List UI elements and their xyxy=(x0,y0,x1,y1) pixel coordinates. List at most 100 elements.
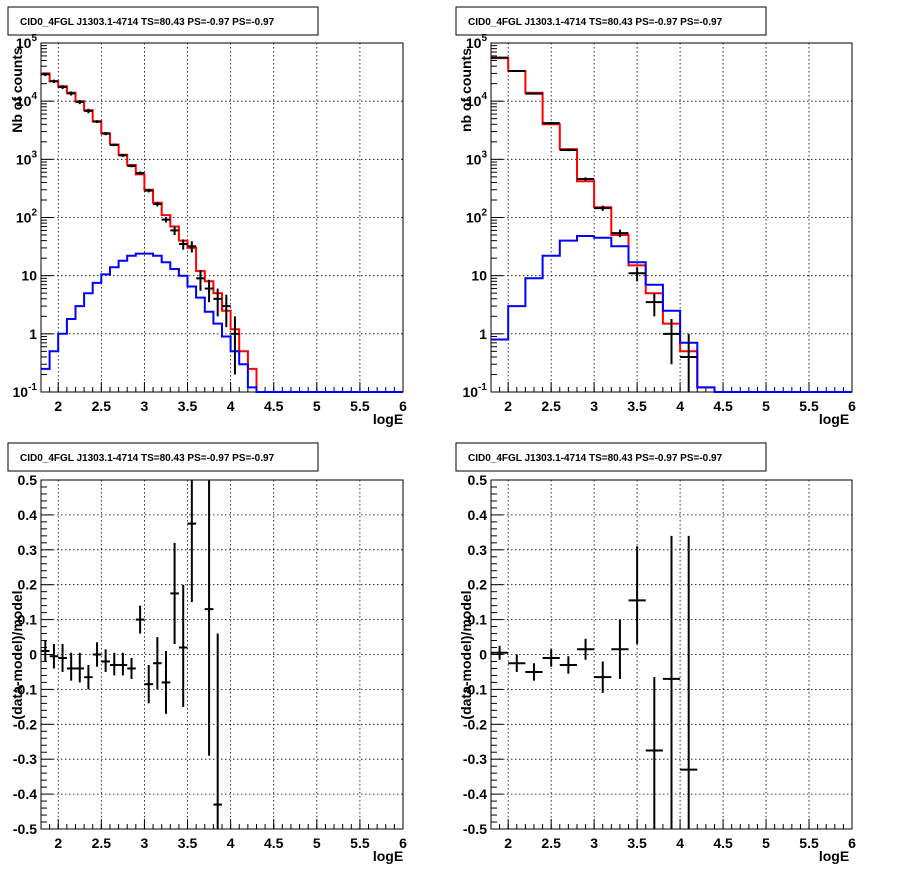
residual-point xyxy=(525,663,543,681)
x-tick-label: 3 xyxy=(590,835,598,851)
residual-point xyxy=(187,480,197,603)
y-tick-label: 102 xyxy=(466,208,488,226)
chart-title-box xyxy=(455,6,767,36)
x-tick-label: 5.5 xyxy=(350,398,370,414)
y-tick-label: -0.1 xyxy=(463,681,487,697)
data-point xyxy=(127,164,136,168)
data-point xyxy=(135,171,145,175)
data-point xyxy=(230,316,240,375)
x-tick-label: 5 xyxy=(313,835,321,851)
x-tick-label: 2 xyxy=(54,835,62,851)
y-tick-label: 103 xyxy=(16,149,38,167)
y-tick-label: 103 xyxy=(466,149,488,167)
chart-title-box xyxy=(455,442,767,472)
x-axis-label: logE xyxy=(373,848,403,864)
x-tick-label: 3.5 xyxy=(627,398,647,414)
residual-point xyxy=(144,664,154,704)
data-point xyxy=(628,267,646,282)
x-tick-label: 5.5 xyxy=(350,835,370,851)
x-tick-label: 4 xyxy=(676,835,684,851)
y-tick-label: -0.4 xyxy=(13,786,37,802)
residual-point xyxy=(170,542,179,645)
y-tick-label: 0.4 xyxy=(468,507,488,523)
residual-point xyxy=(66,652,76,681)
residual-point xyxy=(491,645,509,660)
data-point xyxy=(101,132,110,136)
y-tick-label: -0.3 xyxy=(13,751,37,767)
y-tick-exponent: 5 xyxy=(31,33,37,44)
residual-point xyxy=(135,605,145,634)
data-point xyxy=(196,270,205,291)
y-tick-label: 0.1 xyxy=(468,612,488,628)
chart-panel-2: CID0_4FGL J1303.1-4714 TS=80.43 PS=-0.97… xyxy=(455,6,856,427)
residual-point xyxy=(49,644,59,669)
y-tick-label: 1 xyxy=(29,326,37,342)
y-tick-label: 10 xyxy=(21,268,37,284)
data-point xyxy=(75,99,85,105)
y-axis-label: (data-model)/model xyxy=(458,590,474,719)
x-tick-label: 4.5 xyxy=(264,398,284,414)
x-tick-label: 6 xyxy=(848,835,856,851)
chart-title: CID0_4FGL J1303.1-4714 TS=80.43 PS=-0.97… xyxy=(468,453,723,464)
data-point xyxy=(84,108,93,114)
chart-title: CID0_4FGL J1303.1-4714 TS=80.43 PS=-0.97… xyxy=(20,17,275,28)
y-tick-exponent: 2 xyxy=(31,208,37,219)
residual-point xyxy=(594,661,612,693)
data-point xyxy=(594,205,612,211)
y-tick-exponent: 4 xyxy=(31,91,37,102)
residual-point xyxy=(109,652,119,676)
chart-panel-3: CID0_4FGL J1303.1-4714 TS=80.43 PS=-0.97… xyxy=(7,442,407,864)
residual-point xyxy=(680,535,698,829)
y-tick-exponent: 4 xyxy=(481,91,487,102)
residual-point xyxy=(161,651,171,714)
chart-title-box xyxy=(7,6,319,36)
y-tick-label: 0.3 xyxy=(18,542,38,558)
x-tick-label: 2.5 xyxy=(541,398,561,414)
y-tick-label: 10-1 xyxy=(13,382,38,400)
data-point xyxy=(187,241,197,253)
chart-title: CID0_4FGL J1303.1-4714 TS=80.43 PS=-0.97… xyxy=(20,453,275,464)
y-tick-label: -0.1 xyxy=(13,681,37,697)
x-axis-label: logE xyxy=(373,411,403,427)
x-tick-label: 3.5 xyxy=(178,835,198,851)
data-point xyxy=(49,79,59,84)
residual-point xyxy=(576,638,595,660)
y-tick-label: 0.2 xyxy=(18,577,38,593)
chart-panel-4: CID0_4FGL J1303.1-4714 TS=80.43 PS=-0.97… xyxy=(455,442,856,864)
y-tick-label: 10-1 xyxy=(463,382,488,400)
data-point xyxy=(576,177,595,181)
data-point xyxy=(92,120,102,124)
x-axis-label: logE xyxy=(819,411,849,427)
x-tick-label: 2.5 xyxy=(92,835,112,851)
x-tick-label: 5 xyxy=(762,835,770,851)
y-tick-label: 0.3 xyxy=(468,542,488,558)
residual-point xyxy=(84,664,93,690)
data-point xyxy=(525,92,543,95)
x-tick-label: 2 xyxy=(54,398,62,414)
chart-title: CID0_4FGL J1303.1-4714 TS=80.43 PS=-0.97… xyxy=(468,17,723,28)
residual-point xyxy=(75,652,85,683)
x-tick-label: 5 xyxy=(762,398,770,414)
y-tick-label: -0.5 xyxy=(13,821,37,837)
residual-point xyxy=(178,584,188,707)
chart-title-box xyxy=(7,442,319,472)
y-tick-label: -0.4 xyxy=(463,786,487,802)
y-tick-exponent: 2 xyxy=(481,208,487,219)
residual-point xyxy=(204,480,214,756)
data-point xyxy=(109,143,119,147)
data-point xyxy=(41,72,50,77)
y-tick-label: 0.1 xyxy=(18,612,38,628)
data-point xyxy=(58,85,67,89)
x-tick-label: 2.5 xyxy=(541,835,561,851)
y-tick-label: 0.5 xyxy=(18,472,38,488)
x-tick-label: 3 xyxy=(141,835,149,851)
x-tick-label: 5.5 xyxy=(799,398,819,414)
x-tick-label: 3.5 xyxy=(178,398,198,414)
residual-point xyxy=(611,619,629,679)
y-tick-label: 10 xyxy=(471,268,487,284)
model-source-histogram xyxy=(491,235,852,393)
y-tick-label: 1 xyxy=(479,326,487,342)
x-tick-label: 6 xyxy=(848,398,856,414)
data-point xyxy=(508,70,526,73)
